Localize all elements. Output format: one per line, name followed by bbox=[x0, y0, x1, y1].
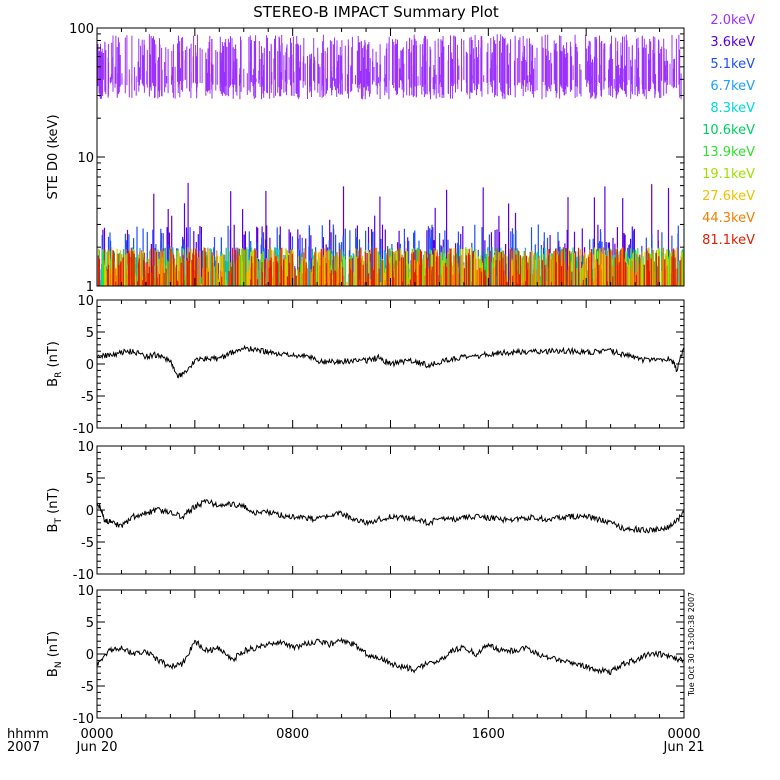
legend-entry: 81.1keV bbox=[702, 233, 755, 248]
y-tick-label: -10 bbox=[73, 568, 94, 583]
legend-entry: 44.3keV bbox=[702, 211, 755, 226]
legend-entry: 3.6keV bbox=[710, 35, 755, 50]
y-tick-label: 10 bbox=[77, 294, 94, 309]
bt-frame bbox=[96, 445, 685, 575]
x-tick-label: 0800 bbox=[276, 727, 309, 742]
year-label: 2007 bbox=[7, 740, 40, 755]
legend-entry: 10.6keV bbox=[702, 123, 755, 138]
plot-title: STEREO-B IMPACT Summary Plot bbox=[253, 3, 499, 21]
ste-panel: 1 10 100 STE D0 (keV) bbox=[46, 22, 685, 295]
bn-ylabel: BN (nT) bbox=[46, 631, 64, 677]
legend-entry: 19.1keV bbox=[702, 167, 755, 182]
x-date-label: Jun 21 bbox=[663, 740, 705, 755]
legend-entry: 5.1keV bbox=[710, 57, 755, 72]
bn-frame bbox=[96, 589, 685, 719]
br-ylabel: BR (nT) bbox=[46, 341, 64, 387]
bt-ylabel: BT (nT) bbox=[46, 488, 64, 533]
y-tick-label: -5 bbox=[81, 390, 94, 405]
y-tick-label: -10 bbox=[73, 712, 94, 727]
x-tick-label: 0000 bbox=[80, 727, 113, 742]
legend-entry: 2.0keV bbox=[710, 13, 755, 28]
y-tick-label: 5 bbox=[86, 326, 94, 341]
bn-panel: 10 5 0 -5 -10 BN (nT) bbox=[46, 584, 685, 727]
y-tick-label: 100 bbox=[69, 22, 94, 37]
y-tick-label: 10 bbox=[77, 584, 94, 599]
y-tick-label: 0 bbox=[86, 504, 94, 519]
y-tick-label: 1 bbox=[86, 280, 94, 295]
legend-entry: 27.6keV bbox=[702, 189, 755, 204]
bn-trace bbox=[96, 636, 685, 676]
x-date-label: Jun 20 bbox=[76, 740, 118, 755]
br-panel: 10 5 0 -5 -10 BR (nT) bbox=[46, 294, 685, 437]
y-tick-label: -5 bbox=[81, 536, 94, 551]
y-tick-label: 0 bbox=[86, 648, 94, 663]
y-tick-label: 10 bbox=[77, 440, 94, 455]
energy-legend: 2.0keV 3.6keV 5.1keV 6.7keV 8.3keV 10.6keV 13.… bbox=[702, 13, 755, 248]
x-tick-label: 0000 bbox=[667, 727, 700, 742]
time-format-label: hhmm bbox=[7, 727, 49, 742]
series-2-0keV bbox=[97, 34, 682, 100]
bt-trace bbox=[96, 498, 685, 534]
timestamp-label: Tue Oct 30 13:00:38 2007 bbox=[687, 592, 696, 697]
series-81-1keV bbox=[97, 247, 681, 286]
y-tick-label: 5 bbox=[86, 472, 94, 487]
legend-entry: 13.9keV bbox=[702, 145, 755, 160]
y-tick-label: 5 bbox=[86, 616, 94, 631]
br-trace bbox=[96, 344, 685, 379]
y-tick-label: -10 bbox=[73, 422, 94, 437]
legend-entry: 8.3keV bbox=[710, 101, 755, 116]
ste-ylabel: STE D0 (keV) bbox=[46, 114, 61, 199]
bt-panel: 10 5 0 -5 -10 BT (nT) bbox=[46, 440, 685, 583]
y-tick-label: 0 bbox=[86, 358, 94, 373]
y-tick-label: -5 bbox=[81, 680, 94, 695]
y-tick-label: 10 bbox=[77, 151, 94, 166]
legend-entry: 6.7keV bbox=[710, 79, 755, 94]
x-tick-label: 1600 bbox=[472, 727, 505, 742]
